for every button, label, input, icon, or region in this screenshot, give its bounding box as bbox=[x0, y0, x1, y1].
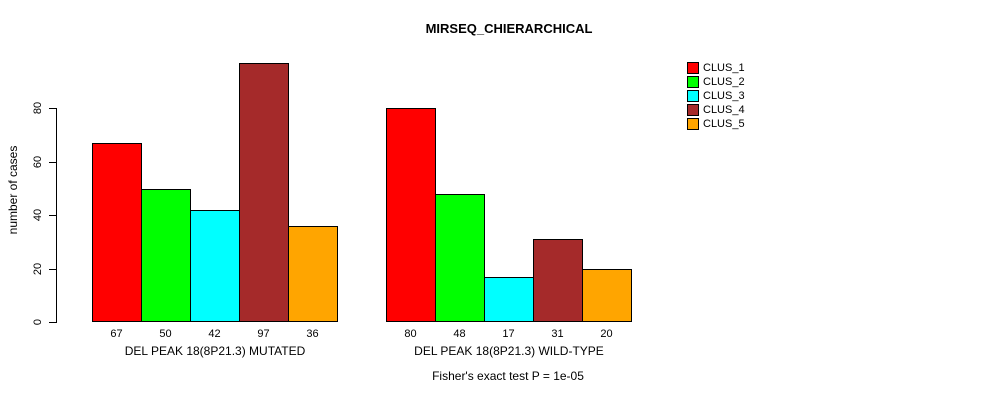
bar-value-label: 67 bbox=[110, 328, 123, 340]
y-tick-mark bbox=[49, 322, 57, 323]
legend-swatch-icon bbox=[687, 76, 699, 88]
y-tick-label: 40 bbox=[32, 209, 44, 222]
bar-value-label: 17 bbox=[502, 328, 515, 340]
legend: CLUS_1 CLUS_2 CLUS_3 CLUS_4 CLUS_5 bbox=[687, 62, 745, 132]
bar-clus_1-group1 bbox=[92, 143, 142, 322]
bar-value-label: 97 bbox=[257, 328, 270, 340]
bar-clus_2-group1 bbox=[141, 188, 191, 322]
bar-clus_5-group1 bbox=[288, 225, 338, 322]
legend-label: CLUS_5 bbox=[703, 118, 745, 130]
legend-swatch-icon bbox=[687, 90, 699, 102]
group-label-mutated: DEL PEAK 18(8P21.3) MUTATED bbox=[124, 344, 306, 358]
bar-clus_3-group1 bbox=[190, 209, 240, 322]
y-tick-label: 60 bbox=[32, 155, 44, 168]
y-tick-label: 20 bbox=[32, 262, 44, 275]
fisher-test-footnote: Fisher's exact test P = 1e-05 bbox=[432, 369, 584, 383]
y-axis-line bbox=[56, 108, 57, 322]
chart-title: MIRSEQ_CHIERARCHICAL bbox=[425, 21, 593, 36]
bar-value-label: 80 bbox=[404, 328, 417, 340]
legend-item-clus_5: CLUS_5 bbox=[687, 118, 745, 130]
legend-swatch-icon bbox=[687, 118, 699, 130]
y-axis-title: number of cases bbox=[6, 145, 20, 235]
bar-value-label: 48 bbox=[453, 328, 466, 340]
legend-item-clus_1: CLUS_1 bbox=[687, 62, 745, 74]
bar-clus_1-group2 bbox=[386, 108, 436, 322]
bar-clus_4-group1 bbox=[239, 63, 289, 322]
bar-value-label: 20 bbox=[600, 328, 613, 340]
bar-clus_4-group2 bbox=[533, 239, 583, 322]
legend-swatch-icon bbox=[687, 104, 699, 116]
bar-value-label: 36 bbox=[306, 328, 319, 340]
legend-item-clus_3: CLUS_3 bbox=[687, 90, 745, 102]
y-tick-label: 0 bbox=[32, 318, 44, 326]
y-tick-mark bbox=[49, 268, 57, 270]
legend-label: CLUS_2 bbox=[703, 76, 745, 88]
legend-label: CLUS_1 bbox=[703, 62, 745, 74]
legend-item-clus_2: CLUS_2 bbox=[687, 76, 745, 88]
group-label-wild-type: DEL PEAK 18(8P21.3) WILD-TYPE bbox=[414, 344, 604, 358]
legend-swatch-icon bbox=[687, 62, 699, 74]
bar-clus_5-group2 bbox=[582, 268, 632, 322]
legend-label: CLUS_4 bbox=[703, 104, 745, 116]
bar-value-label: 50 bbox=[159, 328, 172, 340]
y-tick-mark bbox=[49, 215, 57, 217]
bar-clus_2-group2 bbox=[435, 193, 485, 322]
y-tick-mark bbox=[49, 108, 57, 110]
y-tick-label: 80 bbox=[32, 102, 44, 115]
legend-item-clus_4: CLUS_4 bbox=[687, 104, 745, 116]
bar-clus_3-group2 bbox=[484, 276, 534, 322]
legend-label: CLUS_3 bbox=[703, 90, 745, 102]
y-tick-mark bbox=[49, 161, 57, 163]
bar-value-label: 31 bbox=[551, 328, 564, 340]
bar-value-label: 42 bbox=[208, 328, 221, 340]
